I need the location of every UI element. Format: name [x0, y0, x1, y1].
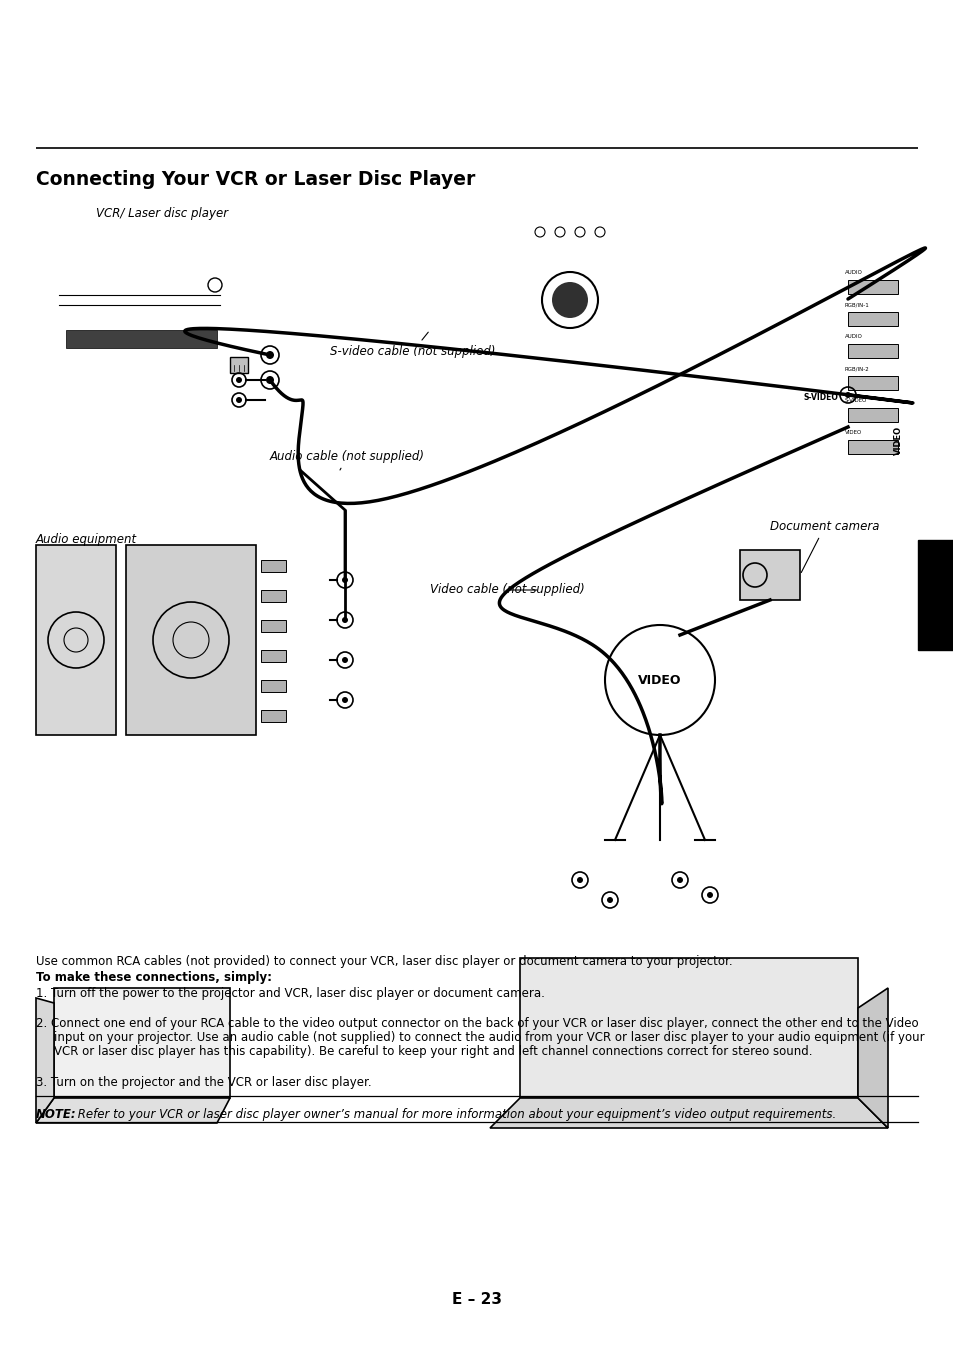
Circle shape — [266, 350, 274, 359]
Bar — [847, 376, 897, 390]
Text: AUDIO: AUDIO — [844, 334, 862, 340]
Polygon shape — [36, 998, 54, 1123]
Bar — [36, 545, 116, 735]
Text: VIDEO: VIDEO — [844, 430, 862, 435]
Text: Use common RCA cables (not provided) to connect your VCR, laser disc player or d: Use common RCA cables (not provided) to … — [36, 954, 732, 968]
Circle shape — [577, 878, 582, 883]
Bar — [847, 408, 897, 422]
Text: 3. Turn on the projector and the VCR or laser disc player.: 3. Turn on the projector and the VCR or … — [36, 1076, 372, 1089]
Circle shape — [341, 697, 348, 704]
Bar — [261, 559, 286, 572]
Text: VCR or laser disc player has this capability). Be careful to keep your right and: VCR or laser disc player has this capabi… — [54, 1045, 812, 1058]
Circle shape — [606, 896, 613, 903]
Polygon shape — [490, 1099, 887, 1128]
Text: VIDEO: VIDEO — [893, 426, 902, 454]
Bar — [519, 958, 857, 1099]
Bar — [126, 545, 255, 735]
Text: E – 23: E – 23 — [452, 1293, 501, 1308]
Text: input on your projector. Use an audio cable (not supplied) to connect the audio : input on your projector. Use an audio ca… — [54, 1031, 923, 1043]
Circle shape — [235, 398, 242, 403]
Circle shape — [341, 577, 348, 582]
Circle shape — [266, 376, 274, 384]
Text: Document camera: Document camera — [769, 520, 879, 573]
Text: RGB/IN-2: RGB/IN-2 — [844, 367, 869, 372]
Bar — [230, 357, 248, 373]
Circle shape — [706, 892, 712, 898]
Bar — [261, 679, 286, 692]
Text: 2. Connect one end of your RCA cable to the video output connector on the back o: 2. Connect one end of your RCA cable to … — [36, 1016, 918, 1030]
Bar — [740, 550, 800, 600]
Text: Refer to your VCR or laser disc player owner’s manual for more information about: Refer to your VCR or laser disc player o… — [74, 1108, 836, 1122]
Text: Video cable (not supplied): Video cable (not supplied) — [430, 584, 584, 597]
Circle shape — [235, 377, 242, 383]
Text: NOTE:: NOTE: — [36, 1108, 76, 1122]
Text: VCR/ Laser disc player: VCR/ Laser disc player — [96, 208, 228, 220]
Bar — [917, 541, 953, 650]
Text: VIDEO: VIDEO — [638, 674, 681, 686]
Bar — [847, 280, 897, 294]
Text: To make these connections, simply:: To make these connections, simply: — [36, 971, 272, 984]
Text: S-video cable (not supplied): S-video cable (not supplied) — [330, 332, 495, 359]
Polygon shape — [857, 988, 887, 1128]
Polygon shape — [36, 1099, 230, 1123]
Bar — [847, 344, 897, 359]
Text: Audio cable (not supplied): Audio cable (not supplied) — [270, 450, 424, 470]
Bar — [261, 590, 286, 603]
Circle shape — [604, 625, 714, 735]
Bar — [261, 620, 286, 632]
Text: Audio equipment: Audio equipment — [36, 532, 137, 546]
Bar — [54, 988, 230, 1099]
Bar — [66, 330, 216, 348]
Text: S-VIDEO: S-VIDEO — [802, 394, 837, 403]
Circle shape — [341, 656, 348, 663]
Bar — [847, 311, 897, 326]
Circle shape — [552, 282, 587, 318]
Text: Connecting Your VCR or Laser Disc Player: Connecting Your VCR or Laser Disc Player — [36, 170, 475, 189]
Text: AUDIO: AUDIO — [844, 271, 862, 275]
Circle shape — [844, 392, 850, 398]
Bar — [261, 710, 286, 723]
Circle shape — [677, 878, 682, 883]
Text: S-VIDEO: S-VIDEO — [844, 399, 866, 403]
Circle shape — [341, 617, 348, 623]
Text: RGB/IN-1: RGB/IN-1 — [844, 302, 869, 307]
Bar — [847, 439, 897, 454]
Bar — [261, 650, 286, 662]
Text: 1. Turn off the power to the projector and VCR, laser disc player or document ca: 1. Turn off the power to the projector a… — [36, 987, 544, 1000]
